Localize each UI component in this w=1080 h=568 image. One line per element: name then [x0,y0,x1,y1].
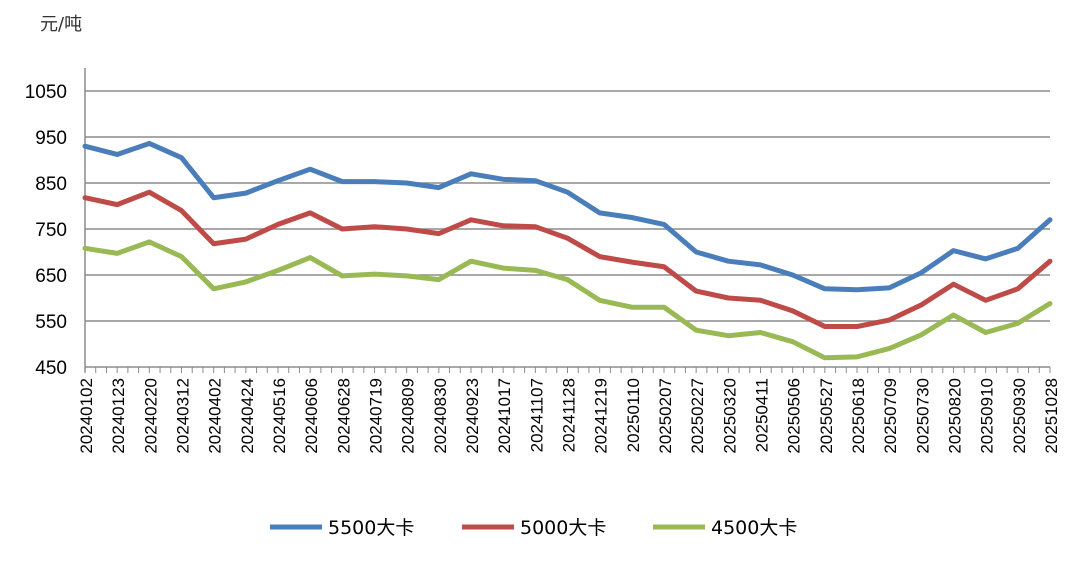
x-tick-label: 20250411 [753,378,772,452]
x-tick-label: 20241219 [592,378,611,454]
x-tick-label: 20240123 [109,378,128,454]
x-tick-label: 20250730 [913,378,932,454]
y-tick-label: 450 [35,358,67,379]
x-tick-label: 20250527 [817,378,836,454]
x-tick-label: 20241128 [560,378,579,452]
legend-label: 4500大卡 [711,517,797,539]
x-tick-label: 20240220 [141,378,160,454]
y-tick-label: 950 [35,128,67,149]
series-line-5500大卡 [82,140,1053,293]
legend-label: 5000大卡 [520,517,606,539]
y-tick-label: 1050 [25,82,67,103]
x-tick-label: 20240516 [270,378,289,454]
series-line-4500大卡 [82,239,1053,361]
x-tick-label: 20241017 [495,378,514,454]
x-tick-label: 20250207 [656,378,675,454]
x-tick-label: 20240923 [463,378,482,454]
x-tick-label: 20240628 [334,378,353,454]
x-tick-label: 20240424 [238,378,257,454]
x-tick-label: 20250320 [720,378,739,454]
x-tick-label: 20240606 [302,378,321,454]
legend-label: 5500大卡 [328,517,414,539]
y-tick-label: 750 [35,220,67,241]
x-tick-label: 20240830 [431,378,450,454]
y-tick-label: 650 [35,266,67,287]
x-tick-label: 20251028 [1042,378,1061,454]
series-line-5000大卡 [82,189,1053,330]
x-tick-label: 20250910 [978,378,997,454]
x-tick-label: 20240312 [174,378,193,454]
x-tick-label: 20250930 [1010,378,1029,454]
y-tick-label: 850 [35,174,67,195]
x-tick-label: 20250227 [688,378,707,454]
x-tick-label: 20240402 [206,378,225,454]
x-tick-label: 20240809 [399,378,418,454]
x-tick-label: 20241107 [527,378,546,452]
x-tick-label: 20250820 [946,378,965,454]
x-tick-label: 20240719 [367,378,386,454]
y-tick-label: 550 [35,312,67,333]
x-tick-label: 20240102 [77,378,96,454]
y-axis-unit-label: 元/吨 [40,14,83,35]
x-tick-label: 20250110 [624,378,643,452]
x-tick-label: 20250618 [849,378,868,454]
x-tick-label: 20250709 [881,378,900,454]
x-tick-label: 20250506 [785,378,804,454]
